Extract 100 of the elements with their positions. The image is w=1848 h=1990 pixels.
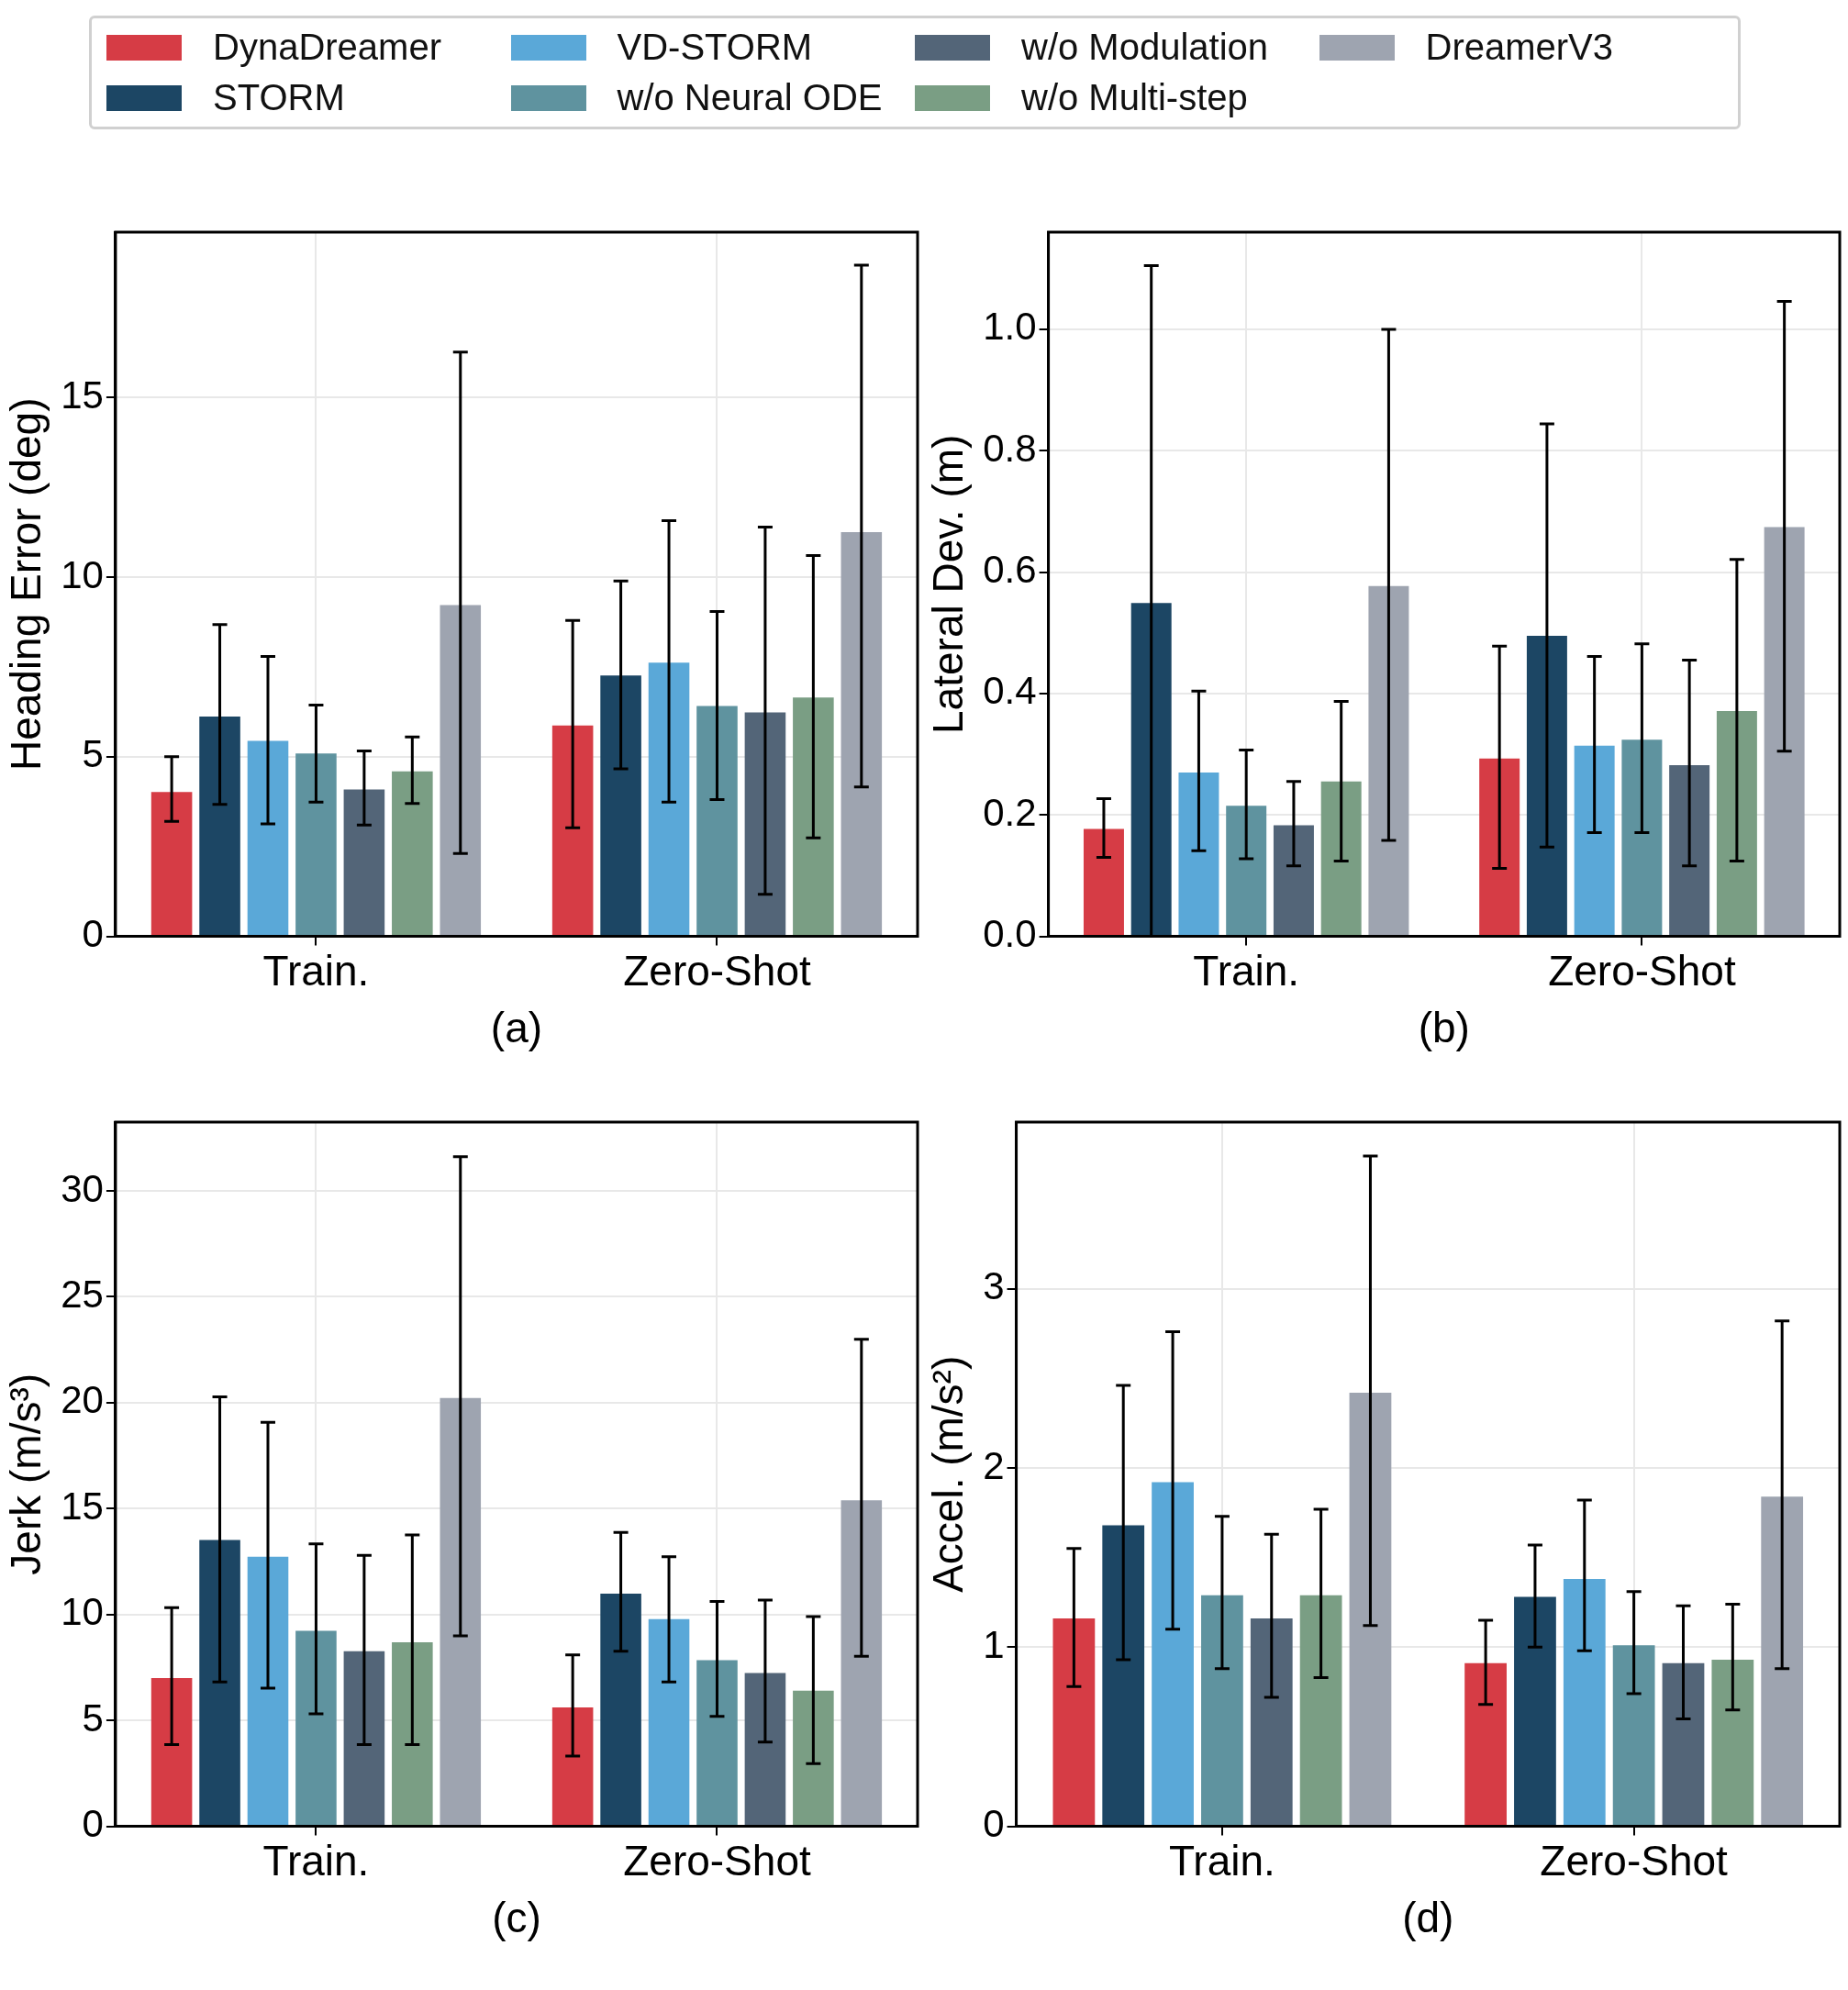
bar (744, 1673, 786, 1826)
bar (1716, 711, 1757, 936)
x-tick-label: Zero-Shot (623, 1836, 811, 1884)
bar (1320, 781, 1362, 936)
bar (392, 1641, 433, 1826)
y-tick-label: 0.4 (983, 669, 1037, 713)
bar (247, 740, 289, 936)
legend-label: STORM (213, 77, 345, 118)
bar (600, 675, 641, 936)
y-axis-title: Lateral Dev. (m) (924, 434, 973, 734)
y-tick-label: 30 (61, 1166, 104, 1210)
bar (1669, 764, 1710, 936)
bar (199, 1540, 240, 1826)
bar (1201, 1595, 1243, 1826)
bar (696, 1660, 738, 1826)
bar (793, 697, 834, 936)
bar (440, 605, 482, 936)
y-tick-label: 10 (61, 1590, 104, 1634)
bar (1299, 1595, 1342, 1826)
bar (841, 532, 883, 936)
bar (841, 1500, 883, 1826)
y-tick-label: 0.8 (983, 426, 1037, 470)
bar (551, 1707, 594, 1826)
x-tick-label: Zero-Shot (1548, 946, 1736, 995)
y-tick-label: 0 (82, 1802, 104, 1846)
legend-label: w/o Modulation (1021, 27, 1269, 68)
bar (696, 706, 738, 936)
x-tick-label: Train. (262, 1836, 370, 1884)
bar (1612, 1645, 1655, 1826)
bar (1083, 828, 1124, 936)
bar (295, 1630, 337, 1826)
bar (1479, 758, 1520, 936)
x-axis-title: (d) (1402, 1894, 1454, 1942)
y-tick-label: 0.6 (983, 548, 1037, 592)
y-tick-label: 15 (61, 372, 104, 417)
y-tick-label: 20 (61, 1378, 104, 1422)
bar (1464, 1662, 1507, 1826)
bar (150, 792, 193, 936)
y-axis-title: Jerk (m/s³) (2, 1373, 50, 1575)
bar (1349, 1392, 1392, 1826)
bar (1368, 585, 1409, 936)
bar (1764, 527, 1805, 936)
y-tick-label: 0.0 (983, 912, 1037, 956)
bar (648, 1618, 690, 1826)
bar (440, 1397, 482, 1826)
bar (648, 662, 690, 936)
y-tick-label: 3 (983, 1264, 1005, 1308)
y-tick-label: 5 (82, 1695, 104, 1740)
bar (744, 712, 786, 936)
bar (1226, 806, 1267, 936)
bar (1574, 745, 1615, 936)
x-axis-title: (c) (492, 1894, 541, 1942)
bar (1662, 1662, 1705, 1826)
bar (1621, 739, 1663, 936)
y-tick-label: 0.2 (983, 790, 1037, 834)
bar (551, 725, 594, 936)
y-tick-label: 2 (983, 1443, 1005, 1487)
legend-label: DreamerV3 (1425, 27, 1614, 68)
y-tick-label: 25 (61, 1273, 104, 1317)
bar (199, 716, 240, 936)
bar (343, 789, 385, 936)
x-tick-label: Zero-Shot (623, 946, 811, 995)
bar (793, 1690, 834, 1826)
y-tick-label: 10 (61, 552, 104, 596)
y-axis-title: Heading Error (deg) (2, 397, 50, 772)
x-tick-label: Train. (1193, 946, 1300, 995)
bar (1052, 1618, 1096, 1826)
bar (1130, 603, 1172, 936)
bar (1152, 1482, 1194, 1826)
legend-label: w/o Neural ODE (617, 77, 883, 118)
bar (150, 1678, 193, 1826)
legend-label: DynaDreamer (213, 27, 441, 68)
y-tick-label: 1 (983, 1622, 1005, 1666)
bar (1514, 1596, 1556, 1826)
x-axis-title: (a) (490, 1004, 543, 1052)
bar (1526, 636, 1567, 936)
bar (1563, 1579, 1606, 1826)
bar (1250, 1618, 1293, 1826)
bar (295, 753, 337, 936)
bar (1178, 772, 1219, 936)
y-tick-label: 0 (983, 1802, 1005, 1846)
bar (1711, 1659, 1754, 1826)
bar (343, 1651, 385, 1826)
x-tick-label: Train. (262, 946, 370, 995)
bar (1761, 1496, 1804, 1826)
bar (247, 1556, 289, 1826)
y-axis-title: Accel. (m/s²) (924, 1355, 973, 1593)
x-tick-label: Zero-Shot (1540, 1836, 1729, 1884)
y-tick-label: 15 (61, 1484, 104, 1528)
x-axis-title: (b) (1418, 1004, 1470, 1052)
bar (1273, 825, 1314, 936)
legend-label: w/o Multi-step (1021, 77, 1248, 118)
legend-label: VD-STORM (617, 27, 813, 68)
bar (600, 1594, 641, 1826)
y-tick-label: 5 (82, 732, 104, 776)
y-tick-label: 1.0 (983, 305, 1037, 349)
x-tick-label: Train. (1168, 1836, 1275, 1884)
y-tick-label: 0 (82, 912, 104, 956)
bar (1102, 1525, 1145, 1826)
bar (392, 771, 433, 936)
